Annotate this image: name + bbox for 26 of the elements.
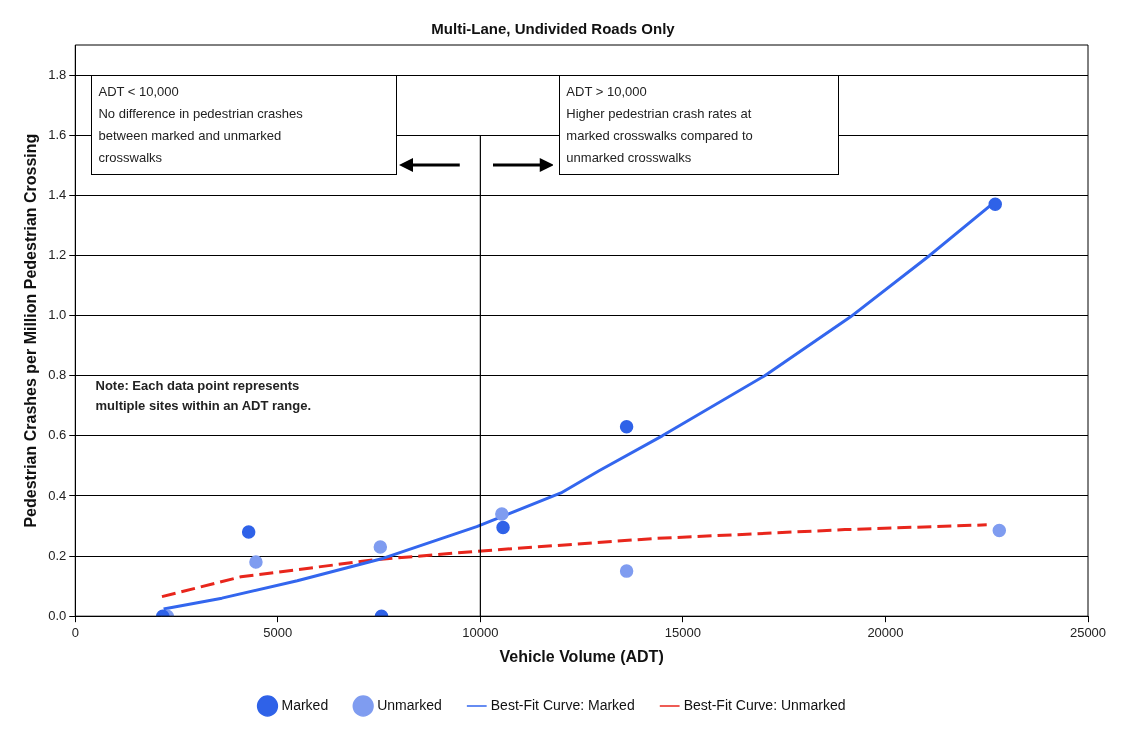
text-box: ADT < 10,000 No difference in pedestrian crashes between marked and unmarked crosswalks: [91, 75, 398, 176]
x-tick-label: 20000: [867, 624, 904, 640]
y-tick-label: 0.8: [48, 367, 67, 383]
text-box: ADT > 10,000 Higher pedestrian crash rates at marked crosswalks compared to unmarked crosswalks: [559, 75, 839, 176]
chart-title: Multi-Lane, Undivided Roads Only: [431, 20, 676, 38]
legend-label: Best-Fit Curve: Unmarked: [683, 696, 846, 713]
legend-label: Best-Fit Curve: Marked: [490, 696, 635, 713]
x-axis-title: Vehicle Volume (ADT): [499, 647, 664, 665]
y-tick-label: 1.4: [48, 186, 67, 202]
x-tick-label: 25000: [1069, 624, 1107, 640]
x-tick-label: 10000: [462, 624, 499, 640]
y-tick-label: 0.2: [48, 547, 67, 563]
y-tick-label: 0.6: [48, 427, 67, 443]
note-text: Note: Each data point represents multiple sites within an ADT range.: [95, 376, 311, 415]
y-tick-label: 1.2: [48, 247, 67, 263]
y-tick-label: 0.0: [48, 607, 67, 623]
x-tick-label: 0: [71, 624, 79, 640]
legend-label: Marked: [281, 696, 329, 713]
y-tick-label: 1.8: [48, 66, 67, 82]
y-axis-title: Pedestrian Crashes per Million Pedestrian Crossing: [22, 133, 40, 528]
y-tick-label: 1.6: [48, 126, 67, 142]
x-tick-label: 15000: [664, 624, 701, 640]
y-tick-label: 0.4: [48, 487, 67, 503]
legend-label: Unmarked: [377, 696, 442, 713]
x-tick-label: 5000: [263, 624, 293, 640]
y-tick-label: 1.0: [48, 307, 67, 323]
